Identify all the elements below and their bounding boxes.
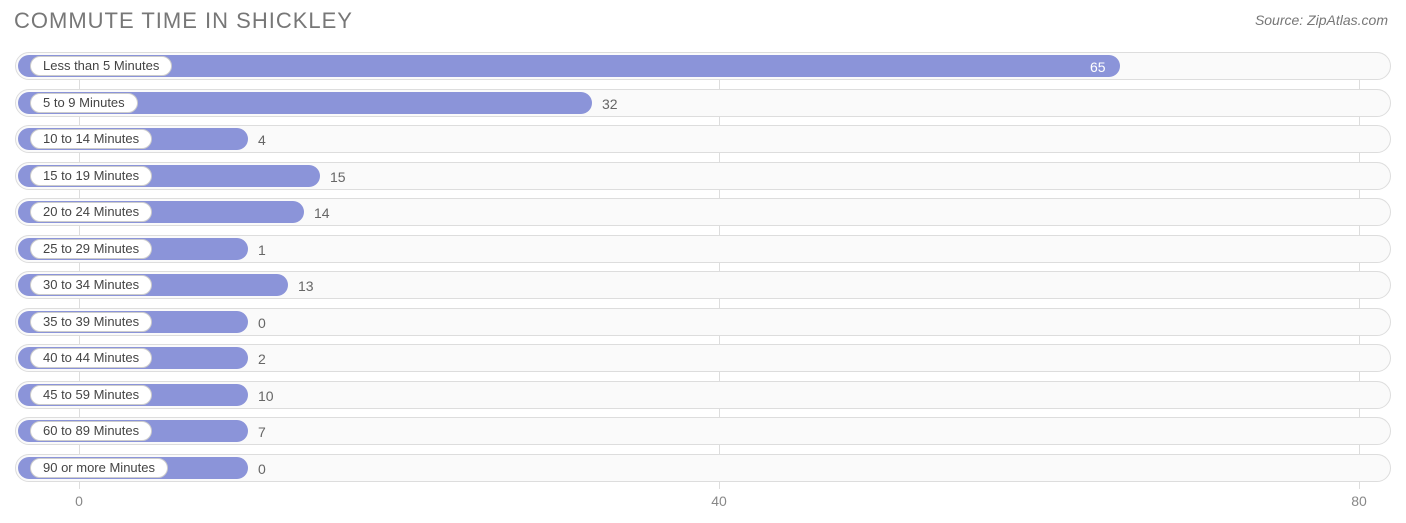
bar-label: 25 to 29 Minutes — [30, 239, 152, 259]
bar-label: 45 to 59 Minutes — [30, 385, 152, 405]
bar-value: 10 — [258, 387, 274, 405]
bar-row: 90 or more Minutes 0 — [15, 454, 1391, 482]
bar-row: 5 to 9 Minutes 32 — [15, 89, 1391, 117]
bar-label: 90 or more Minutes — [30, 458, 168, 478]
chart-title: COMMUTE TIME IN SHICKLEY — [14, 8, 353, 34]
bar-value: 1 — [258, 241, 266, 259]
x-axis: 0 40 80 — [15, 493, 1391, 513]
bar-value: 2 — [258, 350, 266, 368]
bar-label: 15 to 19 Minutes — [30, 166, 152, 186]
bar-value: 13 — [298, 277, 314, 295]
bar-row: 25 to 29 Minutes 1 — [15, 235, 1391, 263]
bar-fill — [18, 55, 1120, 77]
bar-value: 0 — [258, 460, 266, 478]
bar-row: 15 to 19 Minutes 15 — [15, 162, 1391, 190]
commute-time-chart: COMMUTE TIME IN SHICKLEY Source: ZipAtla… — [0, 0, 1406, 523]
x-tick-label: 80 — [1351, 493, 1367, 509]
bar-value: 4 — [258, 131, 266, 149]
bar-value: 65 — [1090, 58, 1106, 76]
bar-row: 45 to 59 Minutes 10 — [15, 381, 1391, 409]
bar-label: Less than 5 Minutes — [30, 56, 172, 76]
bar-value: 14 — [314, 204, 330, 222]
bar-row: 40 to 44 Minutes 2 — [15, 344, 1391, 372]
bar-label: 20 to 24 Minutes — [30, 202, 152, 222]
x-tick-label: 0 — [75, 493, 83, 509]
bar-row: 30 to 34 Minutes 13 — [15, 271, 1391, 299]
bar-label: 30 to 34 Minutes — [30, 275, 152, 295]
chart-source: Source: ZipAtlas.com — [1255, 12, 1388, 28]
bar-row: 10 to 14 Minutes 4 — [15, 125, 1391, 153]
bar-label: 10 to 14 Minutes — [30, 129, 152, 149]
bar-row: 20 to 24 Minutes 14 — [15, 198, 1391, 226]
bars-area: Less than 5 Minutes 65 5 to 9 Minutes 32 10 … — [15, 52, 1391, 489]
bar-value: 0 — [258, 314, 266, 332]
bar-row: Less than 5 Minutes 65 — [15, 52, 1391, 80]
bar-value: 32 — [602, 95, 618, 113]
bar-label: 60 to 89 Minutes — [30, 421, 152, 441]
bar-row: 60 to 89 Minutes 7 — [15, 417, 1391, 445]
bar-value: 7 — [258, 423, 266, 441]
bar-row: 35 to 39 Minutes 0 — [15, 308, 1391, 336]
bar-value: 15 — [330, 168, 346, 186]
bar-label: 35 to 39 Minutes — [30, 312, 152, 332]
bar-label: 5 to 9 Minutes — [30, 93, 138, 113]
bar-label: 40 to 44 Minutes — [30, 348, 152, 368]
x-tick-label: 40 — [711, 493, 727, 509]
